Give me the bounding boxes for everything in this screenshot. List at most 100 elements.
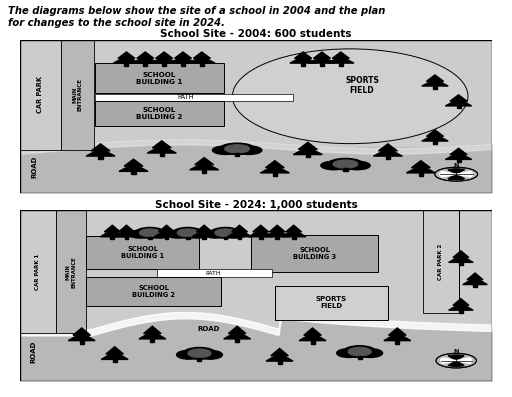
Text: SCHOOL
BUILDING 2: SCHOOL BUILDING 2 [136, 107, 183, 120]
Polygon shape [298, 143, 317, 149]
Bar [292, 237, 295, 239]
Polygon shape [132, 56, 159, 63]
Polygon shape [426, 130, 443, 136]
Bar [301, 63, 305, 66]
Polygon shape [119, 164, 148, 172]
Bar [56, 210, 87, 333]
Circle shape [337, 349, 361, 357]
Bar [160, 153, 164, 156]
Bar [162, 63, 166, 66]
Polygon shape [143, 326, 161, 333]
Polygon shape [159, 225, 175, 232]
Wedge shape [440, 172, 456, 177]
Bar [320, 63, 324, 66]
Polygon shape [73, 328, 91, 335]
Polygon shape [231, 225, 247, 232]
Polygon shape [450, 95, 467, 101]
Polygon shape [384, 333, 411, 341]
Polygon shape [113, 56, 140, 63]
Text: MAIN
ENTRANCE: MAIN ENTRANCE [72, 78, 83, 111]
Text: ROAD: ROAD [31, 341, 37, 363]
Ellipse shape [232, 49, 468, 144]
Bar [278, 361, 282, 364]
Bar [132, 171, 136, 174]
Circle shape [224, 230, 246, 238]
Text: CAR PARK: CAR PARK [37, 76, 43, 113]
Bar [148, 237, 152, 239]
Bar [235, 153, 239, 156]
Text: CAR PARK 2: CAR PARK 2 [438, 243, 443, 280]
Text: SCHOOL
BUILDING 3: SCHOOL BUILDING 3 [293, 247, 336, 260]
Bar [151, 339, 155, 342]
Circle shape [225, 145, 249, 153]
Circle shape [167, 230, 189, 238]
Polygon shape [253, 225, 269, 232]
Polygon shape [445, 152, 472, 160]
Polygon shape [309, 56, 335, 63]
Bar [165, 237, 168, 239]
Circle shape [198, 351, 222, 359]
Wedge shape [456, 358, 472, 363]
Bar [202, 170, 206, 173]
Polygon shape [378, 144, 397, 151]
Polygon shape [137, 52, 154, 58]
Bar [198, 358, 202, 360]
Bar [306, 154, 310, 157]
Circle shape [177, 229, 198, 237]
Polygon shape [86, 148, 115, 156]
Polygon shape [467, 273, 483, 279]
Circle shape [215, 229, 236, 237]
Circle shape [321, 161, 347, 170]
Polygon shape [106, 347, 123, 354]
Bar [457, 159, 460, 162]
Text: PATH: PATH [206, 271, 221, 276]
Bar [87, 236, 200, 269]
Polygon shape [91, 144, 110, 151]
Circle shape [177, 351, 201, 359]
Circle shape [149, 230, 171, 238]
Polygon shape [101, 352, 128, 359]
Bar [20, 210, 492, 333]
Bar [344, 168, 348, 171]
Bar [95, 64, 224, 93]
Bar [419, 173, 423, 176]
Text: ROAD: ROAD [198, 326, 220, 332]
Circle shape [236, 146, 262, 154]
Circle shape [210, 227, 240, 238]
Polygon shape [193, 52, 210, 58]
Wedge shape [448, 174, 464, 179]
Bar [202, 237, 206, 239]
Bar [60, 40, 94, 150]
Bar [20, 40, 60, 150]
Bar [186, 237, 189, 239]
Bar [310, 340, 314, 343]
Bar [124, 237, 129, 239]
Polygon shape [389, 328, 406, 335]
Circle shape [348, 347, 371, 356]
Polygon shape [453, 299, 469, 305]
Circle shape [333, 160, 358, 168]
Polygon shape [412, 161, 430, 168]
Polygon shape [170, 56, 196, 63]
Circle shape [140, 229, 160, 237]
Wedge shape [441, 358, 456, 363]
Polygon shape [153, 141, 171, 148]
Polygon shape [373, 148, 402, 156]
Bar [143, 63, 147, 66]
Polygon shape [151, 56, 177, 63]
Bar [433, 86, 437, 89]
Polygon shape [104, 225, 120, 232]
Polygon shape [114, 230, 139, 237]
Title: School Site - 2004: 600 students: School Site - 2004: 600 students [160, 29, 352, 39]
Bar [235, 339, 239, 342]
Polygon shape [450, 148, 467, 155]
Polygon shape [189, 162, 219, 170]
Bar [20, 146, 492, 193]
Title: School Site - 2024: 1,000 students: School Site - 2024: 1,000 students [155, 200, 357, 210]
Bar [200, 63, 204, 66]
Wedge shape [449, 360, 464, 366]
Circle shape [220, 143, 254, 154]
Circle shape [135, 227, 165, 238]
Polygon shape [266, 353, 293, 361]
Polygon shape [192, 230, 217, 237]
